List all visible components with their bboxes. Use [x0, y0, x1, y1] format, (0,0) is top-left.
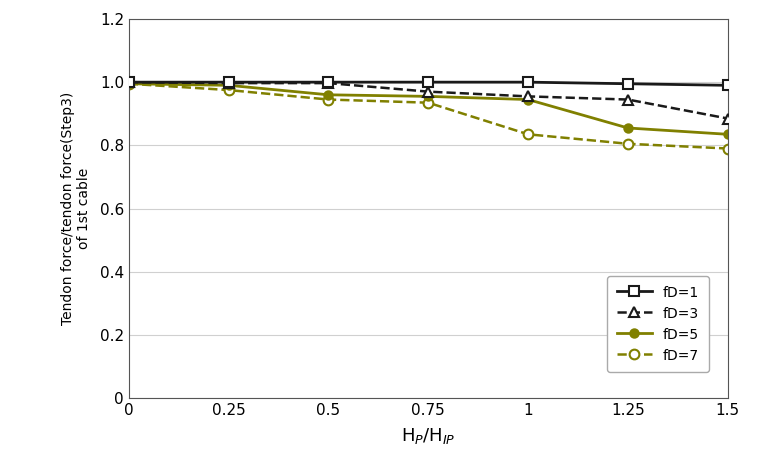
fD=7 — [324, 97, 333, 102]
fD=5 — [224, 82, 233, 88]
fD=5 — [723, 131, 732, 137]
fD=7 — [124, 81, 133, 87]
fD=7 — [524, 131, 533, 137]
Line: fD=3: fD=3 — [124, 77, 732, 123]
fD=3 — [424, 89, 433, 94]
fD=1 — [224, 79, 233, 85]
Legend: fD=1, fD=3, fD=5, fD=7: fD=1, fD=3, fD=5, fD=7 — [607, 276, 709, 372]
fD=7 — [623, 141, 632, 146]
fD=3 — [324, 80, 333, 86]
fD=1 — [524, 79, 533, 85]
fD=3 — [723, 116, 732, 121]
fD=7 — [224, 87, 233, 93]
Line: fD=7: fD=7 — [124, 79, 732, 154]
fD=5 — [424, 93, 433, 99]
X-axis label: H$_P$/H$_{IP}$: H$_P$/H$_{IP}$ — [401, 426, 456, 447]
fD=5 — [623, 125, 632, 131]
fD=1 — [723, 82, 732, 88]
fD=7 — [424, 100, 433, 106]
fD=3 — [124, 79, 133, 85]
fD=5 — [524, 97, 533, 102]
fD=1 — [124, 79, 133, 85]
fD=1 — [424, 79, 433, 85]
fD=3 — [524, 93, 533, 99]
fD=3 — [623, 97, 632, 102]
fD=1 — [623, 81, 632, 87]
fD=3 — [224, 80, 233, 86]
Line: fD=1: fD=1 — [124, 77, 732, 90]
fD=7 — [723, 146, 732, 151]
Line: fD=5: fD=5 — [125, 80, 731, 138]
fD=1 — [324, 79, 333, 85]
fD=5 — [124, 81, 133, 87]
fD=5 — [324, 92, 333, 98]
Y-axis label: Tendon force/tendon force(Step3)
of 1st cable: Tendon force/tendon force(Step3) of 1st … — [61, 92, 92, 325]
